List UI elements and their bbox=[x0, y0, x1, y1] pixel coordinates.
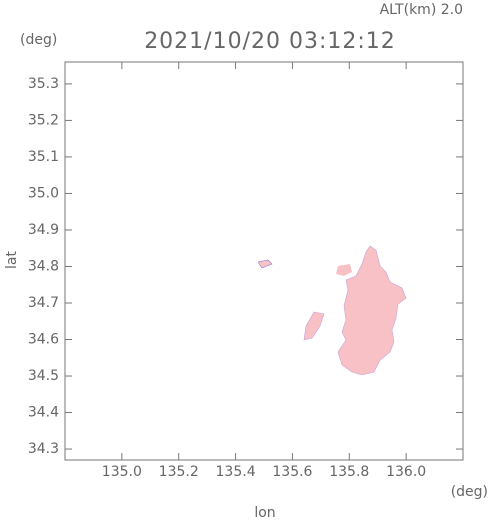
echo-blob bbox=[257, 259, 273, 269]
x-tick-label: 135.6 bbox=[272, 464, 312, 480]
y-tick-label: 34.7 bbox=[28, 295, 59, 311]
chart-title: 2021/10/20 03:12:12 bbox=[144, 29, 396, 54]
plot-frame bbox=[64, 61, 464, 461]
x-tick-label: 135.4 bbox=[216, 464, 256, 480]
echo-blob bbox=[303, 311, 325, 341]
x-tick-label: 135.2 bbox=[159, 464, 199, 480]
y-tick-label: 34.3 bbox=[28, 441, 59, 457]
y-unit: (deg) bbox=[20, 32, 57, 48]
echo-area bbox=[257, 245, 407, 376]
y-tick-label: 35.3 bbox=[28, 76, 59, 92]
y-tick-label: 35.0 bbox=[28, 185, 59, 201]
x-tick-label: 135.0 bbox=[102, 464, 142, 480]
echo-blob bbox=[337, 245, 407, 376]
x-tick-label: 136.0 bbox=[386, 464, 426, 480]
x-tick-label: 135.8 bbox=[329, 464, 369, 480]
y-tick-label: 34.9 bbox=[28, 222, 59, 238]
echo-blob bbox=[336, 264, 352, 276]
y-tick-label: 34.8 bbox=[28, 258, 59, 274]
x-unit: (deg) bbox=[451, 484, 488, 500]
y-tick-label: 35.2 bbox=[28, 112, 59, 128]
y-tick-label: 34.5 bbox=[28, 368, 59, 384]
altitude-label: ALT(km) 2.0 bbox=[380, 2, 463, 18]
y-axis-label: lat bbox=[4, 251, 20, 269]
y-tick-label: 35.1 bbox=[28, 149, 59, 165]
y-tick-label: 34.6 bbox=[28, 332, 59, 348]
y-tick-label: 34.4 bbox=[28, 405, 59, 421]
x-axis-label: lon bbox=[254, 505, 275, 521]
